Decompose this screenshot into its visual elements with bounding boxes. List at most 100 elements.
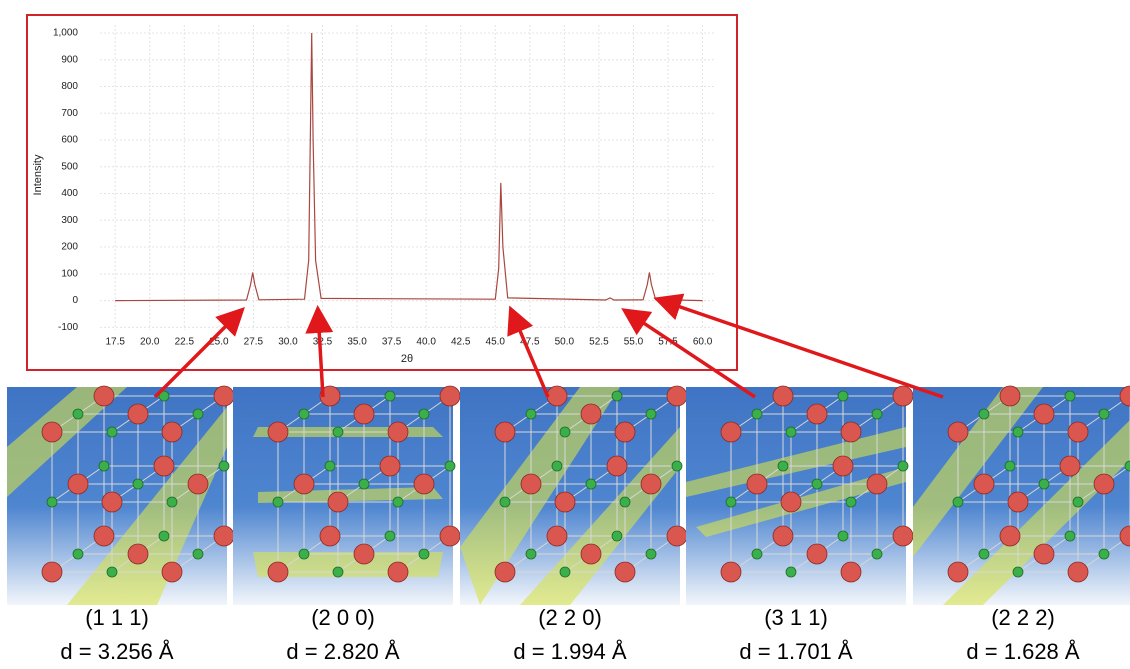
ion-small [132, 478, 144, 490]
ion-small [1012, 426, 1024, 438]
ion-small [585, 478, 597, 490]
data-line [115, 32, 703, 302]
ion-small [837, 390, 849, 402]
ion-large [413, 473, 435, 495]
pointer-arrow [653, 293, 944, 399]
ion-large [1059, 455, 1081, 477]
ion-large [832, 455, 854, 477]
ion-large [840, 561, 862, 583]
x-tick-label: 45.0 [486, 337, 506, 348]
lattice-panel [233, 385, 461, 605]
ion-large [1033, 403, 1055, 425]
ion-small [837, 530, 849, 542]
ion-small [106, 426, 118, 438]
ion-large [161, 421, 183, 443]
x-tick-label: 27.5 [244, 337, 264, 348]
d-spacing-label: d = 1.628 Å [966, 639, 1079, 664]
x-tick-label: 32.5 [313, 337, 333, 348]
ion-small [384, 390, 396, 402]
ion-large [1067, 561, 1089, 583]
ion-small [645, 408, 657, 420]
ion-small [811, 478, 823, 490]
pointer-arrow [153, 307, 245, 399]
ion-large [127, 403, 149, 425]
ion-large [439, 385, 461, 407]
ion-large [1119, 525, 1130, 547]
ion-large [580, 543, 602, 565]
ion-small [192, 408, 204, 420]
ion-small [525, 548, 537, 560]
ion-small [158, 530, 170, 542]
ion-large [840, 421, 862, 443]
y-tick-label: 500 [61, 161, 78, 172]
ion-large [1119, 385, 1130, 407]
ion-large [520, 473, 542, 495]
x-tick-label: 57.5 [658, 337, 678, 348]
y-tick-label: 200 [61, 242, 78, 253]
ion-large [153, 455, 175, 477]
y-tick-label: 300 [61, 215, 78, 226]
ion-large [41, 421, 63, 443]
ion-small [611, 530, 623, 542]
x-tick-label: 25.0 [209, 337, 229, 348]
d-spacing-label: d = 1.994 Å [513, 639, 626, 664]
pointer-arrow [305, 305, 334, 398]
ion-small [358, 478, 370, 490]
pointer-arrow [621, 308, 756, 399]
ion-small [218, 460, 230, 472]
x-tick-label: 37.5 [382, 337, 402, 348]
ion-large [1007, 491, 1029, 513]
ion-small [392, 496, 404, 508]
ion-large [93, 385, 115, 407]
ion-small [952, 496, 964, 508]
y-tick-label: 900 [61, 54, 78, 65]
ion-large [494, 561, 516, 583]
ion-small [192, 548, 204, 560]
ion-small [611, 390, 623, 402]
ion-large [947, 421, 969, 443]
x-tick-label: 55.0 [624, 337, 644, 348]
lattice-panel [913, 385, 1130, 605]
y-tick-label: 400 [61, 188, 78, 199]
ion-small [978, 548, 990, 560]
ion-large [1093, 473, 1115, 495]
ion-small [332, 426, 344, 438]
ion-large [353, 543, 375, 565]
x-tick-label: 60.0 [693, 337, 713, 348]
d-spacing-label: d = 1.701 Å [739, 639, 852, 664]
ion-large [1067, 421, 1089, 443]
y-axis-label: Intensity [32, 154, 44, 195]
y-tick-label: -100 [58, 322, 78, 333]
ion-small [785, 566, 797, 578]
lattice-panel [7, 385, 235, 605]
lattice-plane [460, 387, 620, 605]
ion-small [751, 548, 763, 560]
x-tick-label: 47.5 [520, 337, 540, 348]
x-tick-label: 17.5 [105, 337, 125, 348]
ion-small [525, 408, 537, 420]
ion-large [666, 525, 688, 547]
ion-large [353, 403, 375, 425]
ion-large [327, 491, 349, 513]
ion-large [666, 385, 688, 407]
y-tick-label: 700 [61, 108, 78, 119]
ion-large [772, 385, 794, 407]
ion-small [777, 460, 789, 472]
ion-large [720, 561, 742, 583]
ion-small [725, 496, 737, 508]
ion-large [614, 561, 636, 583]
x-tick-label: 42.5 [451, 337, 471, 348]
ion-large [293, 473, 315, 495]
ion-small [785, 426, 797, 438]
ion-small [298, 408, 310, 420]
lattice-panel [460, 385, 688, 605]
lattice-panel [686, 385, 914, 605]
ion-small [72, 408, 84, 420]
ion-large [999, 525, 1021, 547]
ion-small [166, 496, 178, 508]
x-tick-label: 22.5 [175, 337, 195, 348]
ion-small [1012, 566, 1024, 578]
ion-large [267, 561, 289, 583]
ion-small [871, 408, 883, 420]
